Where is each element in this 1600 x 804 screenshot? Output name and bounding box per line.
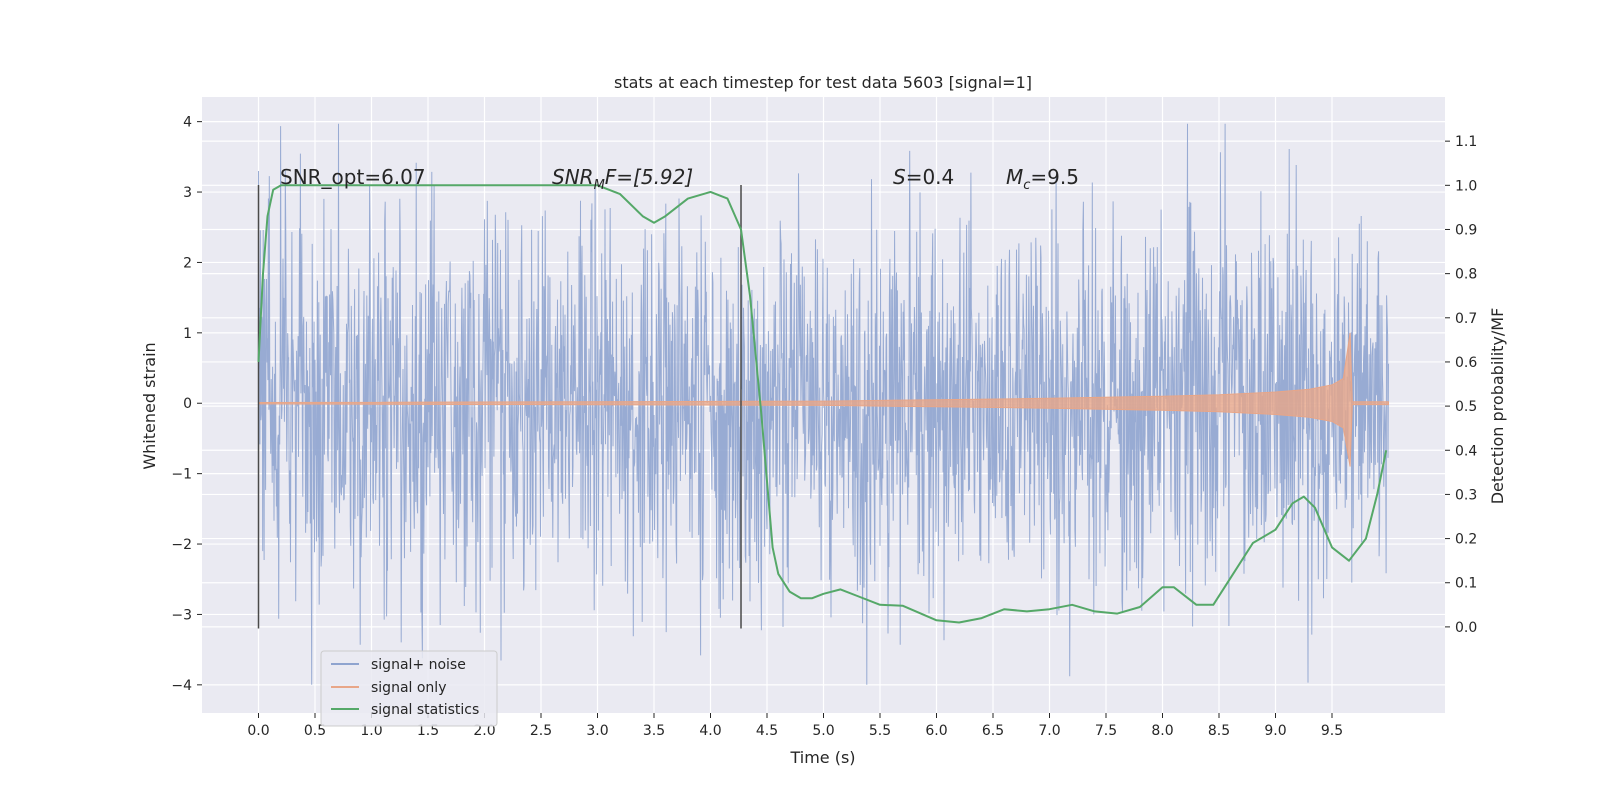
mc-symbol: M bbox=[1006, 165, 1023, 189]
x-tick-label: 1.5 bbox=[417, 723, 439, 739]
snr-mf-rest: F=[5.92] bbox=[605, 165, 693, 189]
x-tick-label: 2.0 bbox=[473, 723, 495, 739]
y-left-tick-label: 1 bbox=[183, 326, 192, 342]
y-left-tick-label: −4 bbox=[171, 678, 192, 694]
x-tick-label: 7.5 bbox=[1095, 723, 1117, 739]
y-left-tick-label: 3 bbox=[183, 185, 192, 201]
x-tick-label: 5.5 bbox=[869, 723, 891, 739]
signal-band bbox=[258, 332, 1389, 467]
y-right-tick-label: 0.7 bbox=[1455, 311, 1477, 327]
x-tick-label: 4.0 bbox=[699, 723, 721, 739]
snr-mf-sub: M bbox=[594, 178, 605, 193]
y-right-tick-label: 1.1 bbox=[1455, 134, 1477, 150]
y-left-tick-label: 4 bbox=[183, 115, 192, 131]
legend-label-statistics: signal statistics bbox=[371, 702, 479, 718]
legend-label-noise: signal+ noise bbox=[371, 657, 466, 673]
legend-label-signal: signal only bbox=[371, 680, 446, 696]
y-right-tick-label: 0.0 bbox=[1455, 620, 1477, 636]
signal-statistics-series bbox=[257, 184, 1388, 624]
x-tick-label: 8.0 bbox=[1151, 723, 1173, 739]
statistics-line bbox=[257, 184, 1388, 624]
y-axis-label-left: Whitened strain bbox=[140, 342, 159, 469]
y-right-tick-label: 0.5 bbox=[1455, 399, 1477, 415]
x-tick-label: 4.5 bbox=[756, 723, 778, 739]
s-value: =0.4 bbox=[906, 165, 955, 189]
y-right-tick-label: 0.3 bbox=[1455, 487, 1477, 503]
y-left-tick-label: 2 bbox=[183, 255, 192, 271]
x-tick-label: 6.0 bbox=[925, 723, 947, 739]
legend-box bbox=[320, 650, 498, 727]
vertical-markers bbox=[257, 185, 742, 629]
x-tick-label: 6.5 bbox=[982, 723, 1004, 739]
x-tick-label: 3.5 bbox=[643, 723, 665, 739]
annotation-mc: Mc=9.5 bbox=[1006, 165, 1079, 193]
y-left-tick-label: −3 bbox=[171, 607, 192, 623]
x-tick-label: 5.0 bbox=[812, 723, 834, 739]
noise-series bbox=[258, 123, 1389, 685]
y-right-tick-label: 0.1 bbox=[1455, 576, 1477, 592]
y-left-tick-label: −2 bbox=[171, 537, 192, 553]
mc-value: =9.5 bbox=[1030, 165, 1079, 189]
annotation-s: S=0.4 bbox=[893, 165, 954, 189]
x-tick-label: 0.0 bbox=[247, 723, 269, 739]
y-right-tick-label: 0.6 bbox=[1455, 355, 1477, 371]
signal-only-series bbox=[258, 332, 1389, 467]
chart-title: stats at each timestep for test data 560… bbox=[614, 73, 1032, 92]
x-tick-label: 8.5 bbox=[1208, 723, 1230, 739]
x-tick-label: 3.0 bbox=[586, 723, 608, 739]
y-right-tick-label: 0.4 bbox=[1455, 443, 1477, 459]
x-axis-label: Time (s) bbox=[789, 748, 855, 767]
x-tick-label: 9.0 bbox=[1264, 723, 1286, 739]
noise-trace bbox=[258, 123, 1389, 685]
x-tick-label: 0.5 bbox=[304, 723, 326, 739]
snr-mf-main: SNR bbox=[552, 165, 594, 189]
y-right-tick-label: 0.2 bbox=[1455, 532, 1477, 548]
y-right-tick-label: 0.8 bbox=[1455, 267, 1477, 283]
x-tick-label: 2.5 bbox=[530, 723, 552, 739]
annotation-snr-opt: SNR_opt=6.07 bbox=[280, 165, 426, 189]
y-axis-label-right: Detection probability/MF bbox=[1488, 308, 1507, 505]
x-tick-label: 9.5 bbox=[1321, 723, 1343, 739]
s-symbol: S bbox=[893, 165, 906, 189]
mc-sub: c bbox=[1023, 178, 1030, 193]
x-tick-label: 7.0 bbox=[1038, 723, 1060, 739]
ticks: 0.0 0.5 1.0 1.5 2.0 2.5 3.0 3.5 4.0 4.5 5.0 5.5 6.0 6… bbox=[171, 115, 1477, 739]
y-right-tick-label: 1.0 bbox=[1455, 178, 1477, 194]
legend: signal+ noise signal only signal statist… bbox=[320, 650, 498, 727]
y-left-tick-label: −1 bbox=[171, 467, 192, 483]
y-left-tick-label: 0 bbox=[183, 396, 192, 412]
x-tick-label: 1.0 bbox=[360, 723, 382, 739]
annotation-snr-mf: SNRMF=[5.92] bbox=[552, 165, 693, 193]
y-right-tick-label: 0.9 bbox=[1455, 222, 1477, 238]
